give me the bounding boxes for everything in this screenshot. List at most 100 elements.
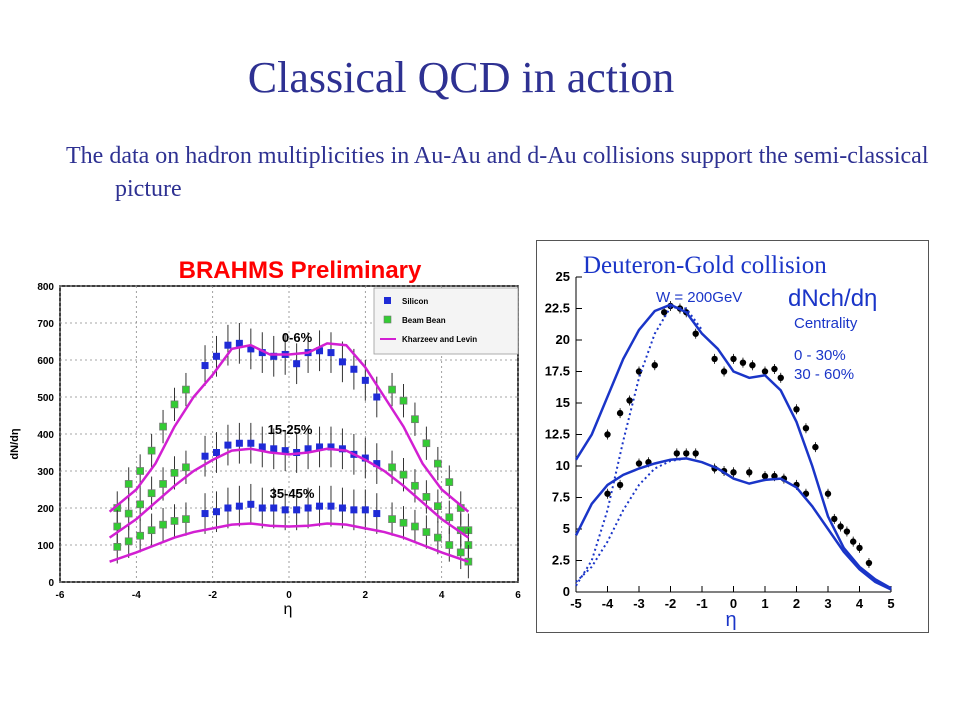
dau-y-tick: 20: [556, 332, 570, 347]
brahms-y-tick: 0: [48, 578, 54, 589]
slide-title: Classical QCD in action: [247, 53, 675, 102]
brahms-theory-curve: [108, 342, 470, 513]
brahms-plot-area: -6 -4 -2 0 2 4 6 0 100 200 300 400 500 600 700 800 η dN/d…: [9, 282, 521, 618]
brahms-beambean-point: [170, 517, 179, 525]
dau-chart-title: Deuteron-Gold collision: [583, 252, 827, 279]
dau-theory-curve: [574, 457, 892, 591]
brahms-beambean-point: [147, 489, 156, 498]
brahms-silicon-point: [338, 445, 346, 453]
brahms-y-tick: 600: [37, 356, 54, 367]
dau-chart-frame: [536, 240, 929, 633]
dau-y-tick: 12.5: [545, 427, 570, 442]
brahms-y-tick: 400: [37, 430, 54, 441]
brahms-beambean-point: [170, 469, 179, 477]
brahms-silicon-point: [247, 439, 255, 447]
brahms-beambean-point: [434, 502, 442, 510]
legend-label: Silicon: [402, 297, 428, 306]
brahms-silicon-point: [327, 502, 335, 510]
brahms-theory-curve: [109, 522, 469, 563]
dau-data-point: [616, 481, 624, 489]
dau-x-tick: -4: [602, 596, 614, 611]
brahms-beambean-point: [399, 518, 408, 527]
brahms-silicon-point: [201, 362, 209, 370]
brahms-silicon-point: [316, 502, 324, 510]
brahms-beambean-point: [182, 463, 190, 472]
brahms-silicon-point: [212, 508, 220, 516]
brahms-silicon-point: [281, 506, 289, 514]
brahms-silicon-point: [258, 504, 266, 512]
brahms-legend-box: [373, 287, 519, 355]
brahms-beambean-point: [124, 480, 133, 488]
brahms-silicon-point: [235, 339, 243, 347]
brahms-silicon-point: [270, 352, 278, 360]
dau-plot-area: -5 -4 -3 -2 -1 0 1 2 3 4 5 0 2.5 5 7.5 10 12.5 15 17.5 20 22…: [545, 269, 895, 631]
dau-y-tick: 22.5: [545, 301, 570, 316]
dau-x-label: η: [725, 609, 736, 631]
brahms-y-label: dN/dη: [9, 428, 21, 459]
dau-y-tick: 5: [563, 521, 570, 536]
brahms-centrality-label: 15-25%: [268, 422, 313, 437]
dau-data-point: [749, 362, 756, 369]
brahms-silicon-point: [304, 504, 312, 512]
brahms-silicon-point: [224, 504, 232, 512]
brahms-centrality-label: 35-45%: [270, 486, 315, 501]
brahms-silicon-point: [350, 506, 358, 514]
dau-dotted-curve: [575, 457, 687, 583]
dau-centrality-0-30: 0 - 30%: [794, 347, 846, 364]
brahms-beambean-point: [147, 526, 156, 535]
legend-square-marker: [383, 315, 392, 324]
dau-data-point: [626, 397, 633, 404]
brahms-beambean-point: [113, 543, 122, 551]
brahms-silicon-point: [293, 360, 301, 368]
dau-data-point: [771, 472, 778, 480]
brahms-silicon-point: [361, 454, 369, 462]
brahms-chart: BRAHMS Preliminary -6 -4 -2 0 2 4 6 0 100 200 300 4…: [9, 257, 521, 618]
dau-data-point: [739, 359, 747, 366]
brahms-beambean-point: [388, 463, 396, 472]
brahms-x-tick: -4: [132, 590, 141, 601]
brahms-beambean-point: [159, 520, 167, 529]
dau-y-tick: 25: [556, 269, 570, 284]
dau-data-point: [720, 368, 728, 375]
brahms-y-tick: 100: [37, 541, 54, 552]
brahms-centrality-label: 0-6%: [282, 330, 313, 345]
brahms-silicon-point: [235, 502, 243, 510]
brahms-silicon-point: [316, 347, 324, 355]
dau-data-point: [802, 425, 810, 432]
brahms-x-tick: 4: [439, 590, 445, 601]
brahms-silicon-point: [224, 341, 232, 349]
brahms-silicon-point: [224, 441, 232, 449]
dau-energy-label: W = 200GeV: [656, 289, 742, 306]
dau-data-point: [831, 515, 838, 523]
brahms-silicon-point: [373, 393, 381, 401]
slide-subtitle: The data on hadron multiplicities in Au-…: [66, 143, 929, 202]
brahms-silicon-point: [327, 349, 335, 357]
dau-theory-curve: [574, 303, 892, 590]
dau-data-point: [692, 330, 699, 337]
brahms-x-tick: -6: [56, 590, 65, 601]
dau-data-point: [843, 528, 851, 535]
brahms-silicon-point: [361, 506, 369, 514]
brahms-beambean-point: [124, 537, 133, 546]
brahms-beambean-point: [182, 385, 190, 394]
brahms-beambean-point: [399, 396, 408, 405]
brahms-silicon-point: [247, 500, 255, 508]
dau-data-point: [746, 469, 753, 476]
dau-dotted-curve: [575, 306, 703, 587]
dau-data-point: [793, 406, 800, 413]
brahms-beambean-point: [399, 470, 408, 479]
dau-data-point: [604, 490, 611, 497]
brahms-beambean-point: [411, 522, 419, 531]
brahms-beambean-point: [411, 481, 419, 490]
dau-data-point: [616, 409, 624, 417]
brahms-x-tick: 6: [515, 590, 521, 601]
dau-x-tick: -1: [696, 596, 708, 611]
dau-x-tick: 1: [761, 596, 768, 611]
dau-data-point: [730, 469, 737, 476]
brahms-silicon-point: [304, 445, 312, 453]
brahms-beambean-point: [159, 480, 167, 488]
brahms-beambean-point: [170, 400, 179, 409]
dau-x-tick: 3: [824, 596, 831, 611]
brahms-y-tick: 800: [37, 282, 54, 293]
brahms-silicon-point: [212, 352, 220, 360]
